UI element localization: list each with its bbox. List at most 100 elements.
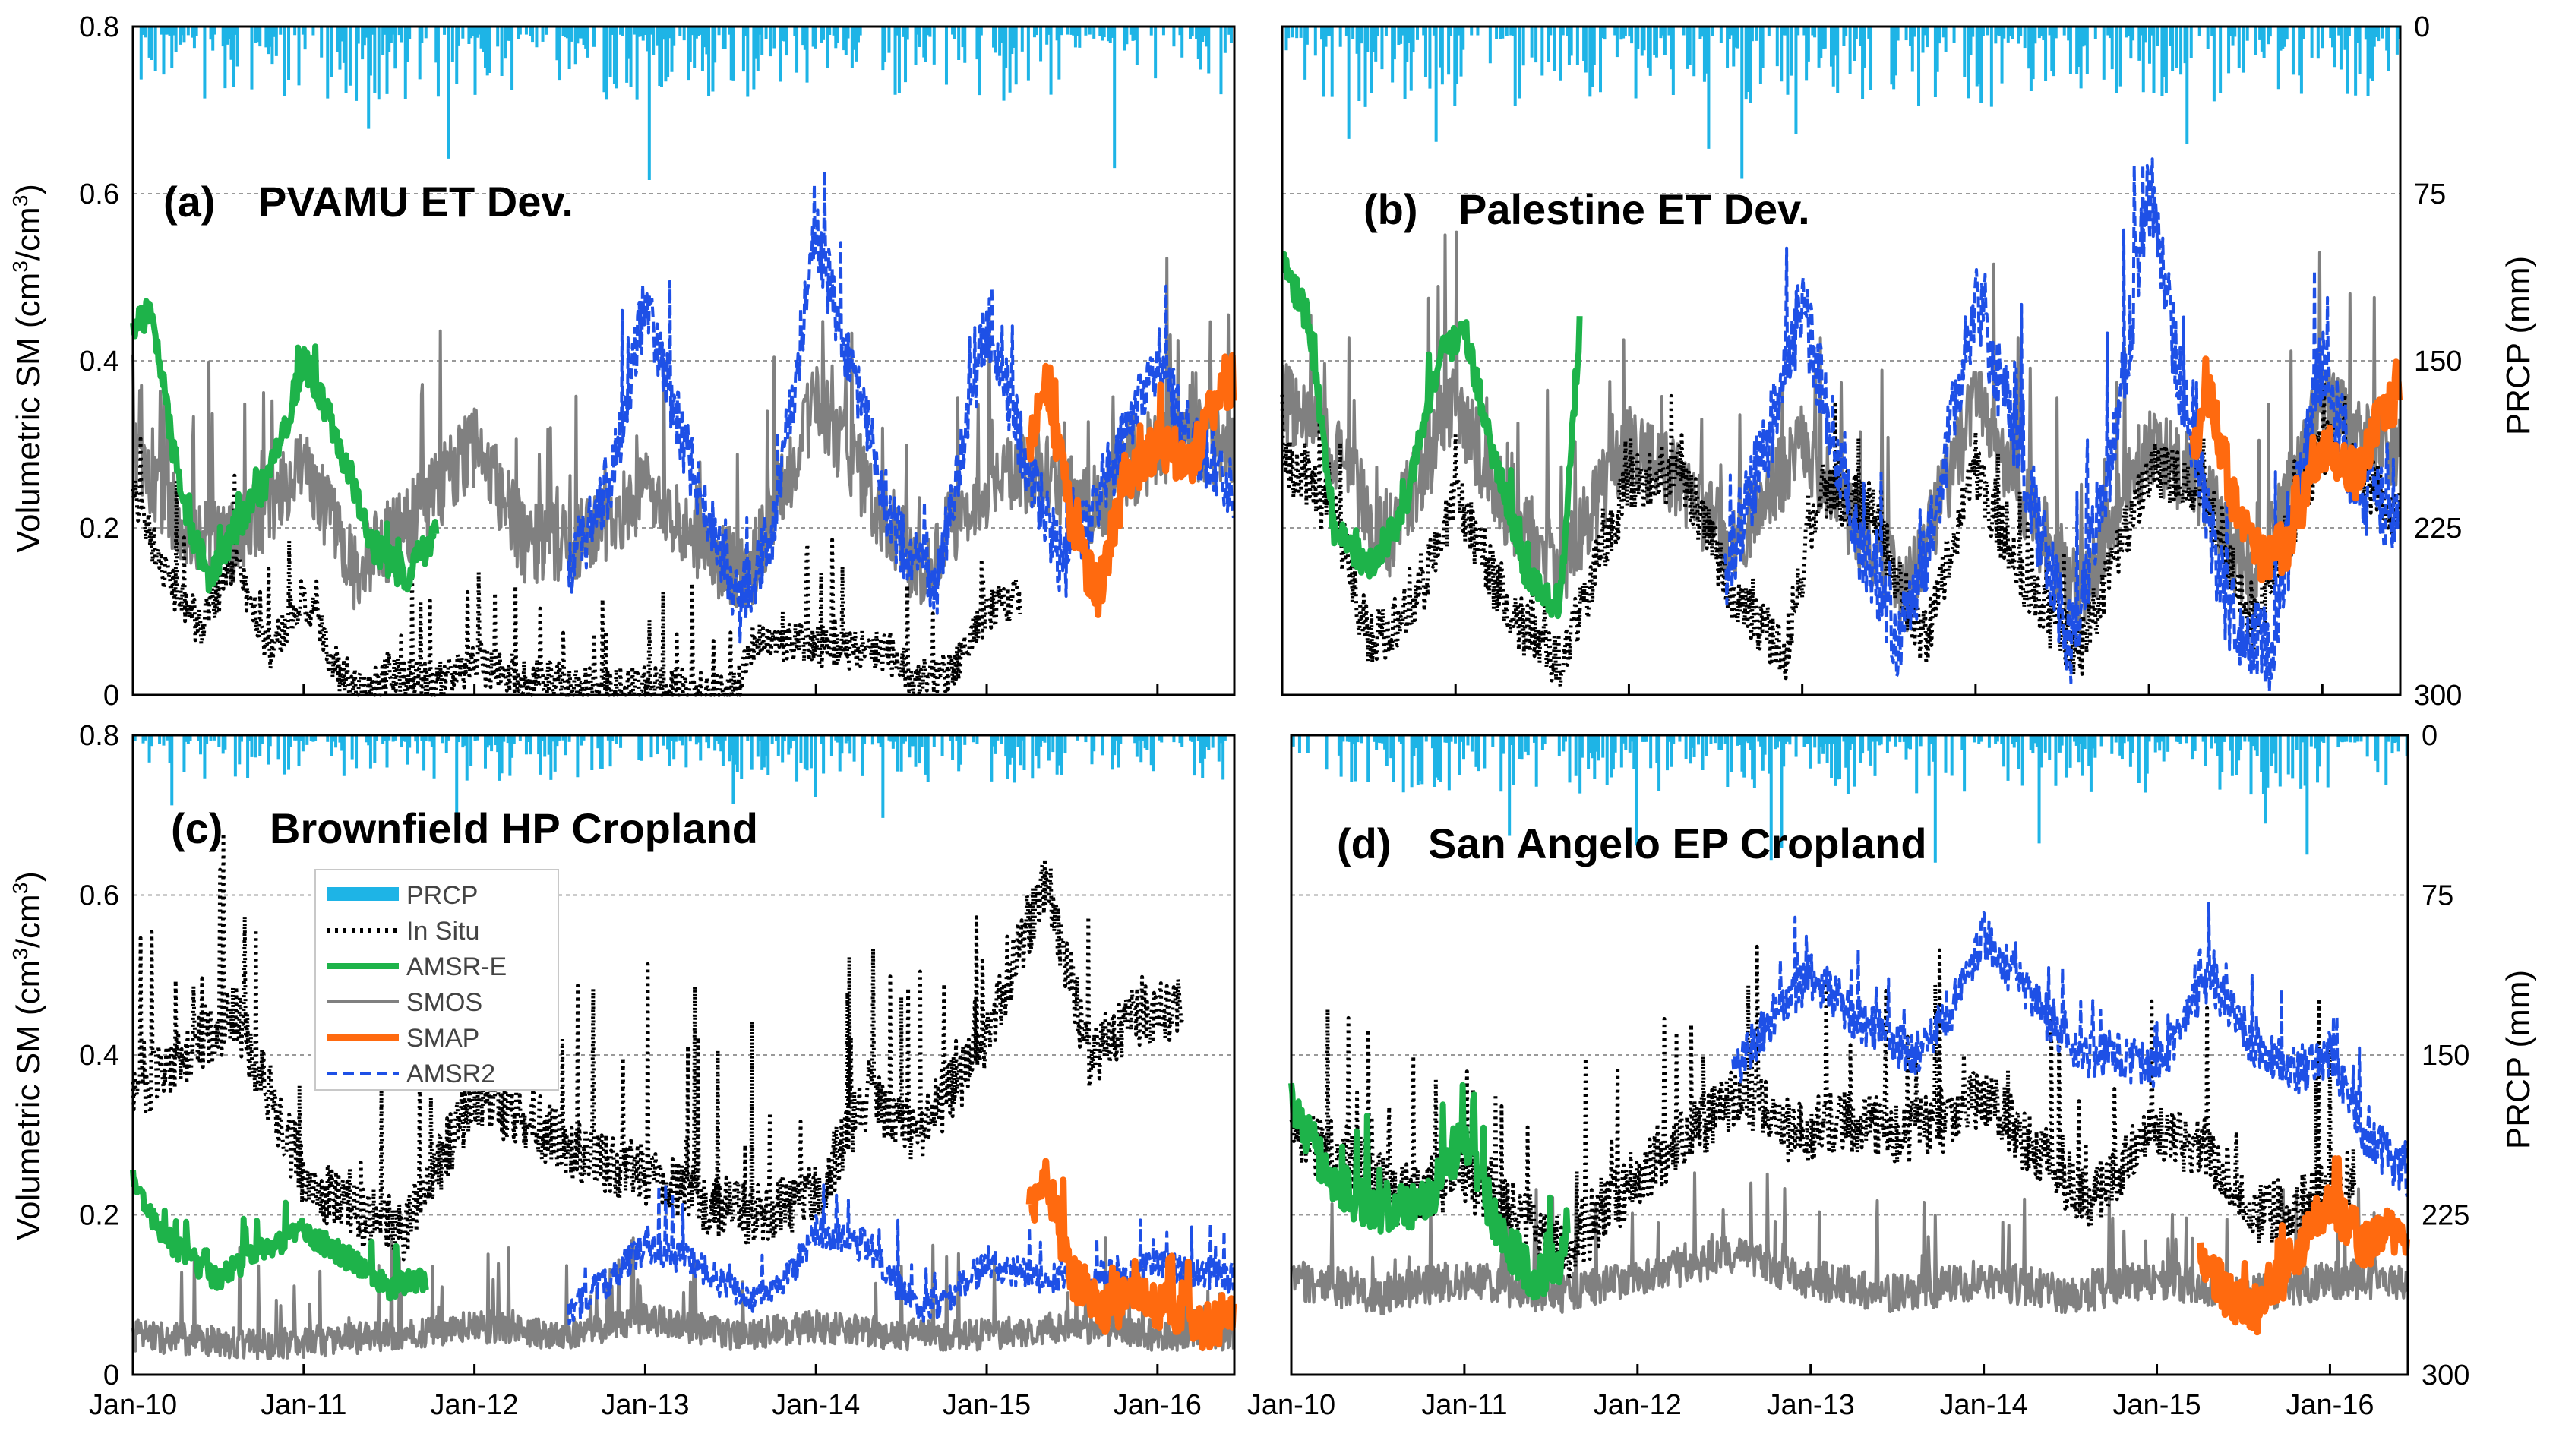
y-tick-label: 0.8 [79, 11, 119, 43]
series-amsr2 [1723, 157, 2401, 693]
y-tick-label: 0.8 [79, 720, 119, 752]
y-tick-label: 0.2 [79, 1200, 119, 1232]
panel-a-letter: (a) [163, 178, 215, 226]
x-tick-label: Jan-13 [1767, 1389, 1855, 1421]
series-amsr-e [130, 1170, 429, 1302]
panel-c: 0 0.2 0.4 0.6 0.8 Jan-10 Jan-11 Jan-12 Jan-13 Jan… [79, 720, 1237, 1421]
x-tick-label: Jan-16 [2286, 1389, 2374, 1421]
x-tick-label: Jan-15 [2112, 1389, 2201, 1421]
series-smap [2197, 1155, 2411, 1336]
series-smap [1025, 1158, 1237, 1351]
panel-d: 0 75 150 225 300 Jan-10 Jan-11 Jan-12 Jan-13 Jan-… [1247, 720, 2470, 1421]
legend-item-smos: SMOS [327, 988, 482, 1017]
panel-c-title: (c) Brownfield HP Cropland [171, 804, 758, 852]
panel-d-title: (d) San Angelo EP Cropland [1337, 820, 1927, 867]
panel-a-title: (a) PVAMU ET Dev. [163, 178, 573, 226]
series-smos [1281, 230, 2401, 633]
plot-frame [131, 25, 1236, 696]
prcp-series [133, 735, 1227, 818]
series-smos [131, 257, 1235, 611]
legend-item-amsr2: AMSR2 [327, 1060, 495, 1088]
y2-tick-label: 150 [2422, 1040, 2469, 1072]
plot-frame [131, 734, 1236, 1376]
legend-box [314, 869, 559, 1091]
legend-swatch-prcp [327, 887, 399, 901]
legend-label-smap: SMAP [406, 1024, 479, 1053]
x-tick-label: Jan-16 [1114, 1389, 1202, 1421]
y2-axis-title-top-text: PRCP (mm) [2500, 256, 2537, 435]
legend-label-smos: SMOS [406, 988, 482, 1017]
y2-tick-label: 75 [2422, 880, 2453, 912]
panel-c-letter: (c) [171, 804, 223, 852]
panels: 0 0.2 0.4 0.6 0.8 0 75 150 225 300 0 0.2 0.4 0.6 0.8 Ja… [79, 11, 2469, 1421]
y-axis-title-top: Volumetric SM (cm3/cm3) [8, 184, 47, 553]
series-amsr-e [1288, 1082, 1571, 1301]
plot-frame [1281, 25, 2402, 696]
y-tick-label: 0.6 [79, 880, 119, 912]
panel-b-letter: (b) [1363, 185, 1418, 233]
legend-item-prcp: PRCP [327, 881, 478, 910]
y-axis-title-bottom: Volumetric SM (cm3/cm3) [8, 871, 47, 1240]
series-amsr-e [1280, 251, 1583, 620]
y2-tick-label: 75 [2414, 178, 2446, 210]
series-smos [131, 1233, 1235, 1360]
y-tick-label: 0.6 [79, 178, 119, 210]
x-tick-label: Jan-13 [601, 1389, 689, 1421]
y-tick-label: 0 [103, 680, 119, 712]
plot-frame [1290, 734, 2409, 1376]
panel-c-name: Brownfield HP Cropland [270, 804, 758, 852]
y2-axis-title-top: PRCP (mm) [2500, 256, 2537, 435]
legend-label-insitu: In Situ [406, 917, 479, 946]
legend-label-amsre: AMSR-E [406, 952, 507, 981]
y2-axis-title-bottom-text: PRCP (mm) [2500, 970, 2537, 1149]
panel-b: 0 75 150 225 300 [1280, 11, 2462, 712]
x-tick-label: Jan-10 [1247, 1389, 1335, 1421]
series-in-situ [1280, 379, 2402, 689]
y2-tick-label: 300 [2422, 1360, 2469, 1391]
legend-item-insitu: In Situ [327, 917, 479, 946]
x-tick-label: Jan-11 [261, 1389, 346, 1421]
y2-axis-title-bottom: PRCP (mm) [2500, 970, 2537, 1149]
x-tick-label: Jan-11 [1421, 1389, 1507, 1421]
legend-item-amsre: AMSR-E [327, 952, 507, 981]
x-tick-label: Jan-14 [772, 1389, 860, 1421]
y2-tick-label: 300 [2414, 680, 2462, 712]
y2-tick-label: 0 [2422, 720, 2438, 752]
y2-tick-label: 0 [2414, 11, 2430, 43]
y-tick-label: 0.4 [79, 1040, 119, 1072]
panel-a: 0 0.2 0.4 0.6 0.8 [79, 11, 1237, 712]
y2-tick-label: 150 [2414, 346, 2462, 377]
y2-tick-label: 225 [2422, 1200, 2469, 1232]
legend-label-prcp: PRCP [406, 881, 478, 910]
y-tick-label: 0 [103, 1360, 119, 1391]
x-tick-label: Jan-14 [1940, 1389, 2028, 1421]
series-in-situ [131, 437, 1022, 697]
x-tick-label: Jan-12 [1594, 1389, 1682, 1421]
panel-b-title: (b) Palestine ET Dev. [1363, 185, 1810, 233]
x-tick-label: Jan-12 [431, 1389, 519, 1421]
x-tick-label: Jan-10 [89, 1389, 177, 1421]
series-in-situ [1289, 944, 2357, 1282]
y-axis-title-bottom-text: Volumetric SM (cm3/cm3) [8, 871, 47, 1240]
series-smap [2188, 355, 2403, 583]
series-amsr2 [567, 169, 1235, 644]
panel-d-letter: (d) [1337, 820, 1392, 867]
panel-d-name: San Angelo EP Cropland [1428, 820, 1927, 867]
y-tick-label: 0.4 [79, 346, 119, 377]
series-amsr2 [1731, 902, 2409, 1198]
legend-item-smap: SMAP [327, 1024, 479, 1053]
y-axis-title-top-text: Volumetric SM (cm3/cm3) [8, 184, 47, 553]
legend: PRCP In Situ AMSR-E SMOS SMAP AMSR2 [314, 869, 559, 1091]
y-tick-label: 0.2 [79, 513, 119, 545]
panel-b-name: Palestine ET Dev. [1458, 185, 1810, 233]
prcp-series [139, 27, 1233, 181]
panel-a-name: PVAMU ET Dev. [258, 178, 573, 226]
prcp-series [1284, 27, 2401, 179]
x-tick-label: Jan-15 [943, 1389, 1031, 1421]
y2-tick-label: 225 [2414, 513, 2462, 545]
series-amsr-e [130, 298, 440, 594]
series-smap [1025, 352, 1237, 618]
series-in-situ [131, 831, 1184, 1262]
